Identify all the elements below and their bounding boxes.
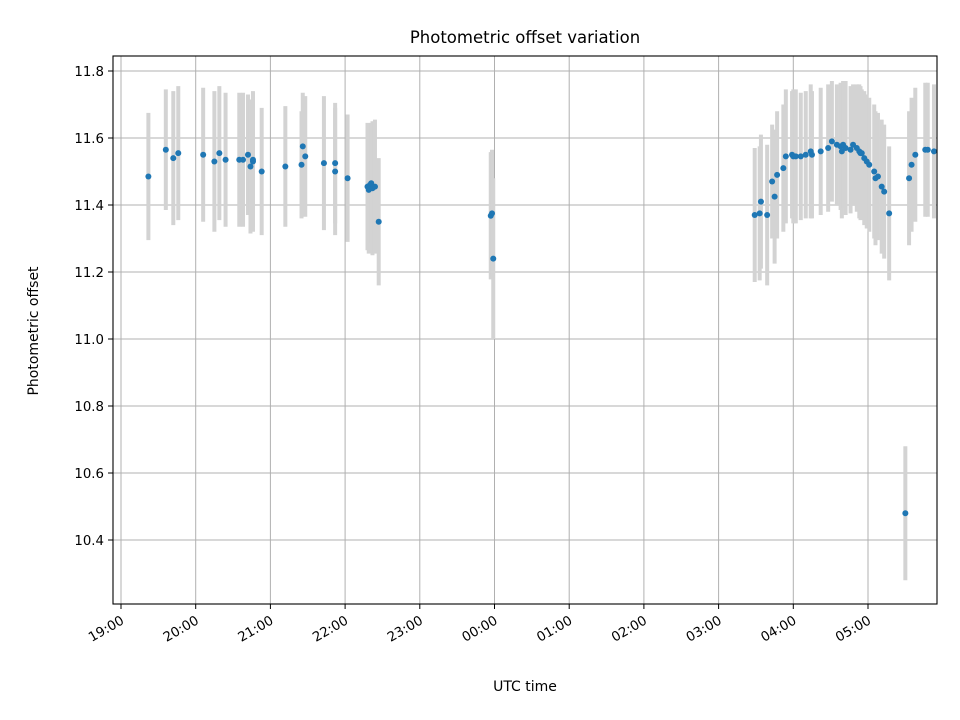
- data-point: [858, 150, 865, 157]
- data-point: [874, 173, 881, 180]
- data-point: [825, 145, 832, 152]
- data-point: [332, 160, 339, 167]
- plot-area-frame: [112, 55, 938, 605]
- data-point: [771, 193, 778, 200]
- data-point: [211, 158, 218, 165]
- data-point: [797, 153, 804, 160]
- data-point: [817, 148, 824, 155]
- data-point: [902, 510, 909, 517]
- y-axis-ticks: 10.4 10.6 10.8 11.0 11.2 11.4 11.6 11.8: [74, 65, 113, 549]
- data-point: [282, 163, 289, 170]
- data-point: [299, 143, 306, 150]
- data-point: [912, 151, 919, 158]
- data-point: [249, 158, 256, 165]
- data-point: [802, 151, 809, 158]
- data-point: [247, 163, 254, 170]
- data-point: [792, 153, 799, 160]
- data-point: [298, 161, 305, 168]
- y-tick-label: 11.6: [74, 132, 104, 147]
- data-point: [886, 210, 893, 217]
- data-point: [808, 151, 815, 158]
- y-tick-label: 11.8: [74, 65, 104, 80]
- data-point: [924, 146, 931, 153]
- data-point: [332, 168, 339, 175]
- y-tick-label: 10.4: [74, 534, 104, 549]
- data-point: [375, 218, 382, 225]
- chart-title: Photometric offset variation: [410, 28, 640, 47]
- y-tick-label: 10.8: [74, 400, 104, 415]
- y-tick-label: 11.2: [74, 266, 104, 281]
- data-point: [320, 160, 327, 167]
- data-point: [302, 153, 309, 160]
- data-point: [244, 151, 251, 158]
- data-point: [490, 255, 497, 262]
- data-point: [908, 161, 915, 168]
- data-point: [906, 175, 913, 182]
- data-point: [780, 165, 787, 172]
- y-tick-label: 11.4: [74, 199, 104, 214]
- y-axis-label: Photometric offset: [26, 266, 42, 396]
- data-point: [769, 178, 776, 185]
- data-point: [222, 156, 229, 163]
- data-point: [847, 146, 854, 153]
- data-point: [828, 138, 835, 145]
- data-point: [764, 212, 771, 219]
- data-point: [756, 210, 763, 217]
- data-point: [878, 183, 885, 190]
- data-point: [751, 212, 758, 219]
- data-points: [145, 138, 937, 517]
- data-point: [216, 150, 223, 157]
- data-point: [782, 153, 789, 160]
- data-point: [258, 168, 265, 175]
- data-point: [175, 150, 182, 157]
- data-point: [200, 151, 207, 158]
- y-tick-label: 10.6: [74, 467, 104, 482]
- data-point: [145, 173, 152, 180]
- data-point: [240, 156, 247, 163]
- data-point: [842, 145, 849, 152]
- data-point: [757, 198, 764, 205]
- x-axis-label: UTC time: [493, 679, 557, 695]
- data-point: [866, 161, 873, 168]
- data-point: [930, 148, 937, 155]
- y-tick-label: 11.0: [74, 333, 104, 348]
- data-point: [871, 168, 878, 175]
- data-point: [162, 146, 169, 153]
- data-point: [170, 155, 177, 162]
- data-point: [881, 188, 888, 195]
- data-point: [774, 171, 781, 178]
- data-point: [489, 210, 496, 217]
- data-point: [344, 175, 351, 182]
- data-point: [371, 183, 378, 190]
